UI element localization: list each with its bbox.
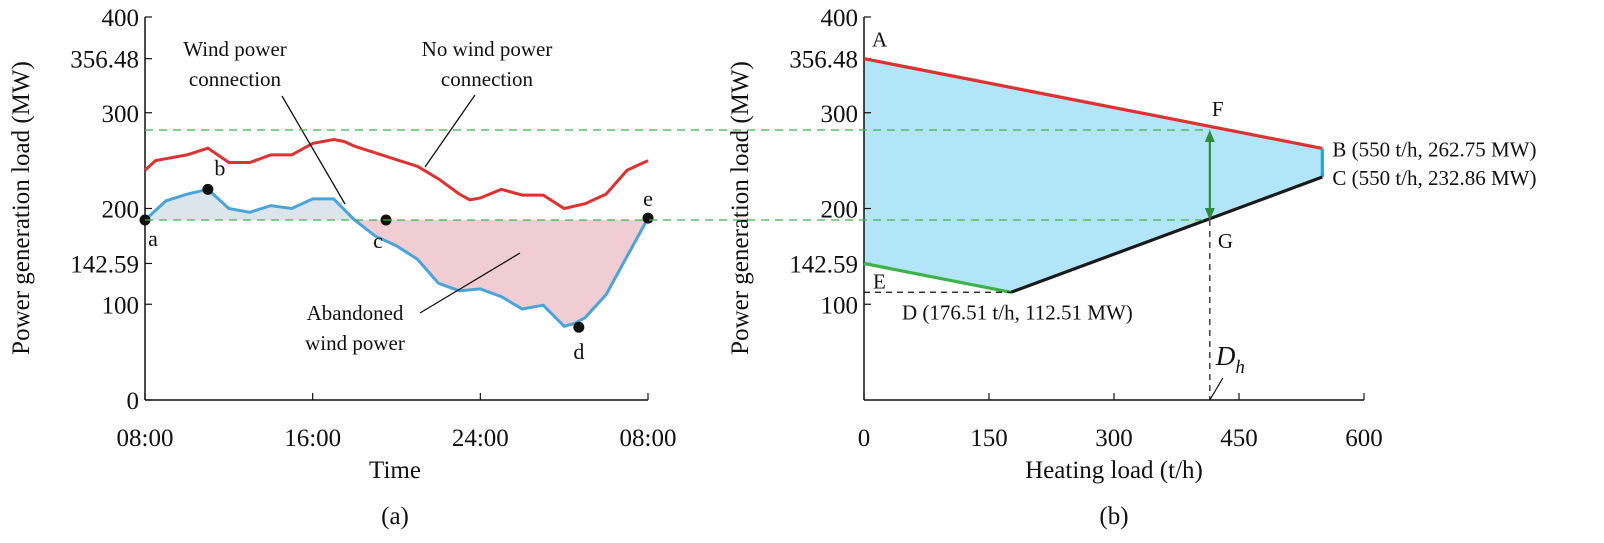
y-tick-label-a: 100 bbox=[102, 292, 140, 319]
y-tick-label-b: 200 bbox=[821, 197, 859, 224]
annotation-leader-wind bbox=[281, 95, 346, 205]
x-tick-label-b: 150 bbox=[970, 425, 1008, 452]
point-label-a: a bbox=[148, 226, 158, 251]
x-axis-label-b: Heating load (t/h) bbox=[1025, 457, 1203, 484]
y-tick-label-b: 300 bbox=[821, 101, 859, 128]
Dh-leader bbox=[1209, 377, 1224, 401]
y-axis-label-a: Power generation load (MW) bbox=[8, 61, 35, 355]
y-tick-label-b: 356.48 bbox=[789, 47, 858, 74]
FG-arrowhead-bottom bbox=[1204, 207, 1215, 220]
Dh-label-sub: h bbox=[1235, 357, 1245, 378]
annotation-nowind-line2: connection bbox=[441, 67, 534, 91]
vertex-label-C: C (550 t/h, 232.86 MW) bbox=[1332, 166, 1536, 190]
x-tick-label-a: 08:00 bbox=[620, 425, 677, 452]
x-tick-label-b: 0 bbox=[858, 425, 871, 452]
annotation-abandoned-line1: Abandoned bbox=[307, 301, 404, 325]
x-tick-label-a: 24:00 bbox=[452, 425, 509, 452]
y-tick-label-b: 100 bbox=[821, 292, 859, 319]
x-tick-label-b: 450 bbox=[1220, 425, 1258, 452]
vertex-label-A: A bbox=[872, 28, 888, 52]
series-line-wind bbox=[143, 187, 650, 328]
wind-connected-surplus-area bbox=[145, 189, 355, 220]
panel-label-b: (b) bbox=[1099, 503, 1128, 530]
x-tick-label-b: 300 bbox=[1095, 425, 1133, 452]
x-tick-label-a: 08:00 bbox=[117, 425, 174, 452]
feasible-region bbox=[864, 58, 1323, 293]
x-tick-label-a: 16:00 bbox=[284, 425, 341, 452]
annotation-leader-abandoned bbox=[419, 252, 521, 314]
edge-CD bbox=[1010, 175, 1323, 294]
panel-b: 100 142.59 200 300 356.48 400 0 150 300 450 600 Hea… bbox=[727, 5, 1536, 530]
y-tick-label-b: 142.59 bbox=[789, 251, 858, 278]
annotation-wind-line2: connection bbox=[189, 67, 282, 91]
y-axis-label-b: Power generation load (MW) bbox=[727, 61, 754, 355]
y-tick-label-a: 142.59 bbox=[70, 251, 139, 278]
vertex-label-B: B (550 t/h, 262.75 MW) bbox=[1332, 137, 1536, 161]
y-tick-label-a: 356.48 bbox=[70, 47, 139, 74]
y-tick-label-a: 0 bbox=[127, 388, 140, 415]
point-e bbox=[642, 212, 654, 224]
x-tick-label-b: 600 bbox=[1345, 425, 1383, 452]
point-label-d: d bbox=[573, 339, 584, 364]
series-line-no-wind bbox=[143, 138, 649, 211]
vertex-label-D: D (176.51 t/h, 112.51 MW) bbox=[902, 300, 1133, 324]
y-tick-label-a: 400 bbox=[102, 5, 140, 32]
cross-panel-guides bbox=[145, 129, 1210, 221]
FG-arrowhead-top bbox=[1204, 129, 1215, 142]
edge-DE bbox=[863, 261, 1012, 294]
annotation-abandoned-line2: wind power bbox=[305, 331, 405, 355]
y-tick-label-a: 200 bbox=[102, 197, 140, 224]
panel-a: 0 100 142.59 200 300 356.48 400 08:00 16:00 24:00… bbox=[8, 5, 676, 530]
annotation-leader-nowind bbox=[424, 94, 476, 168]
vertex-label-E: E bbox=[873, 269, 886, 293]
x-axis-label-a: Time bbox=[369, 457, 421, 484]
point-label-e: e bbox=[643, 186, 653, 211]
point-label-F: F bbox=[1212, 97, 1224, 121]
annotation-nowind-line1: No wind power bbox=[422, 37, 553, 61]
point-label-G: G bbox=[1218, 229, 1233, 253]
panel-label-a: (a) bbox=[381, 503, 409, 530]
point-d bbox=[573, 321, 585, 333]
edge-AB bbox=[863, 57, 1323, 150]
y-tick-label-b: 400 bbox=[821, 5, 859, 32]
point-label-c: c bbox=[373, 228, 383, 253]
abandoned-wind-area bbox=[354, 218, 648, 327]
point-b bbox=[202, 183, 214, 195]
Dh-label: Dh bbox=[1215, 341, 1245, 378]
annotation-wind-line1: Wind power bbox=[183, 37, 287, 61]
point-label-b: b bbox=[214, 155, 225, 180]
y-tick-label-a: 300 bbox=[102, 101, 140, 128]
Dh-label-main: D bbox=[1215, 341, 1236, 371]
